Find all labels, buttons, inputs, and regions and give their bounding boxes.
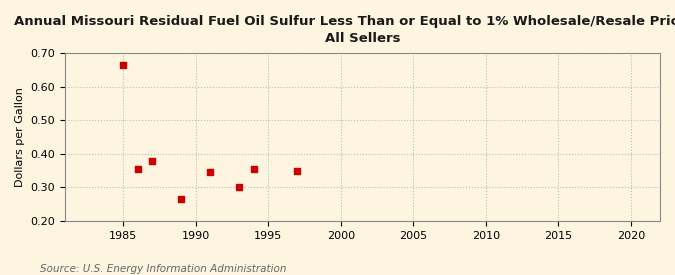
Point: [205, 170, 215, 175]
Title: Annual Missouri Residual Fuel Oil Sulfur Less Than or Equal to 1% Wholesale/Resa: Annual Missouri Residual Fuel Oil Sulfur…: [14, 15, 675, 45]
Text: Source: U.S. Energy Information Administration: Source: U.S. Energy Information Administ…: [40, 264, 287, 274]
Point: [146, 158, 157, 163]
Y-axis label: Dollars per Gallon: Dollars per Gallon: [15, 87, 25, 187]
Point: [234, 185, 244, 190]
Point: [248, 167, 259, 171]
Point: [292, 169, 302, 173]
Point: [176, 197, 186, 201]
Point: [132, 167, 143, 171]
Point: [117, 63, 128, 67]
